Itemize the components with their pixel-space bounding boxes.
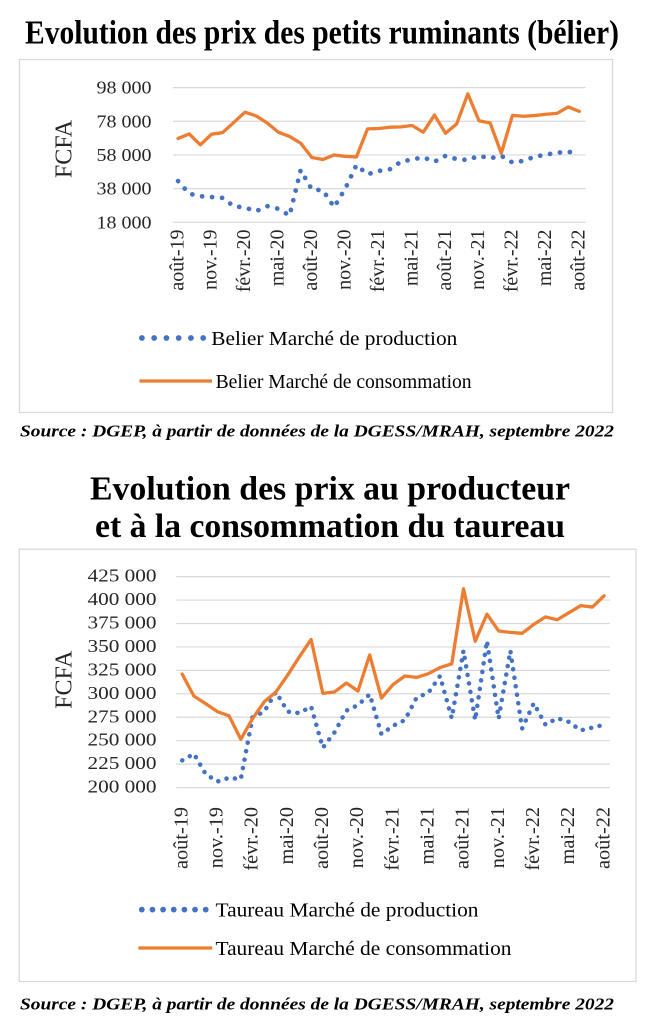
svg-text:FCFA: FCFA bbox=[52, 650, 78, 709]
svg-text:août-22: août-22 bbox=[568, 230, 590, 291]
svg-text:Source : DGEP, à partir de don: Source : DGEP, à partir de données de la… bbox=[20, 422, 614, 441]
svg-text:300 000: 300 000 bbox=[88, 683, 157, 703]
svg-text:375 000: 375 000 bbox=[88, 612, 157, 632]
svg-text:et à la consommation du taurea: et à la consommation du taureau bbox=[95, 508, 565, 545]
svg-text:août-20: août-20 bbox=[311, 807, 333, 869]
svg-text:350 000: 350 000 bbox=[88, 636, 157, 656]
svg-text:août-21: août-21 bbox=[434, 230, 456, 291]
svg-text:mai-20: mai-20 bbox=[276, 807, 298, 864]
svg-text:nov.-19: nov.-19 bbox=[206, 807, 228, 868]
svg-text:août-19: août-19 bbox=[166, 230, 188, 291]
svg-text:Taureau Marché de consommation: Taureau Marché de consommation bbox=[216, 938, 512, 960]
svg-text:425 000: 425 000 bbox=[88, 566, 157, 586]
svg-text:nov.-21: nov.-21 bbox=[467, 229, 489, 289]
svg-text:mai-22: mai-22 bbox=[534, 230, 556, 287]
svg-text:58 000: 58 000 bbox=[97, 145, 152, 165]
svg-text:nov.-19: nov.-19 bbox=[200, 230, 222, 290]
svg-text:nov.-21: nov.-21 bbox=[487, 807, 509, 868]
svg-text:févr.-20: févr.-20 bbox=[241, 807, 263, 871]
svg-text:nov.-20: nov.-20 bbox=[333, 230, 355, 290]
svg-text:févr.-22: févr.-22 bbox=[501, 230, 523, 293]
svg-text:Belier Marché de production: Belier Marché de production bbox=[211, 328, 457, 350]
svg-text:18 000: 18 000 bbox=[97, 212, 152, 232]
svg-text:mai-22: mai-22 bbox=[557, 807, 579, 864]
svg-text:400 000: 400 000 bbox=[88, 589, 157, 609]
svg-text:févr.-22: févr.-22 bbox=[522, 807, 544, 871]
svg-text:225 000: 225 000 bbox=[88, 753, 157, 773]
svg-text:275 000: 275 000 bbox=[88, 706, 157, 726]
svg-text:200 000: 200 000 bbox=[88, 777, 157, 797]
svg-text:38 000: 38 000 bbox=[97, 179, 152, 199]
svg-text:325 000: 325 000 bbox=[88, 659, 157, 679]
svg-text:Taureau Marché de production: Taureau Marché de production bbox=[216, 899, 479, 921]
svg-text:Belier Marché de consommation: Belier Marché de consommation bbox=[216, 371, 472, 393]
svg-text:FCFA: FCFA bbox=[52, 119, 78, 178]
svg-text:Evolution des prix au producte: Evolution des prix au producteur bbox=[90, 470, 570, 507]
svg-text:août-20: août-20 bbox=[300, 230, 322, 291]
svg-text:98 000: 98 000 bbox=[97, 78, 152, 98]
svg-text:févr.-20: févr.-20 bbox=[233, 230, 255, 293]
svg-text:250 000: 250 000 bbox=[88, 730, 157, 750]
svg-text:août-21: août-21 bbox=[452, 807, 474, 869]
svg-text:78 000: 78 000 bbox=[97, 111, 152, 131]
svg-text:mai-21: mai-21 bbox=[417, 807, 439, 864]
svg-text:août-22: août-22 bbox=[592, 807, 614, 869]
svg-text:août-19: août-19 bbox=[170, 807, 192, 869]
svg-text:févr.-21: févr.-21 bbox=[367, 230, 389, 293]
svg-text:mai-20: mai-20 bbox=[267, 230, 289, 287]
svg-text:mai-21: mai-21 bbox=[400, 230, 422, 287]
svg-text:nov.-20: nov.-20 bbox=[346, 807, 368, 868]
svg-text:Evolution des prix des petits: Evolution des prix des petits ruminants … bbox=[25, 15, 619, 52]
svg-text:Source : DGEP, à partir de don: Source : DGEP, à partir de données de la… bbox=[20, 995, 614, 1014]
svg-text:févr.-21: févr.-21 bbox=[381, 807, 403, 871]
